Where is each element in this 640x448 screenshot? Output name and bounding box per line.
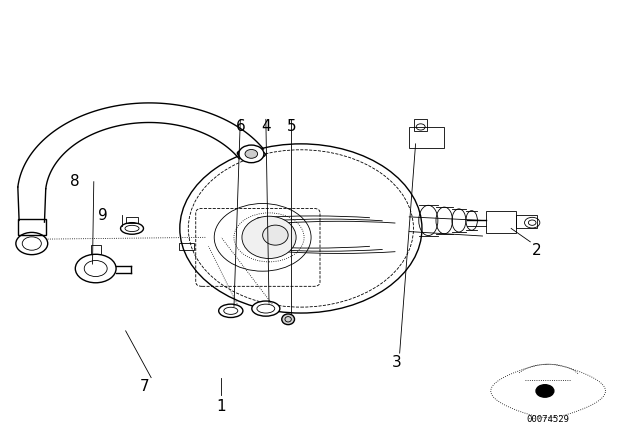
Bar [516,215,537,228]
Text: 00074529: 00074529 [527,415,570,424]
Ellipse shape [242,216,296,258]
Bar [125,217,138,223]
Text: 2: 2 [532,243,541,258]
Text: 8: 8 [70,174,79,189]
Bar [414,119,427,131]
Circle shape [239,145,264,163]
Bar [18,219,46,235]
Text: 7: 7 [140,379,150,394]
Bar [91,246,100,254]
Bar [486,211,516,233]
Text: 6: 6 [236,119,245,134]
Text: 5: 5 [287,119,296,134]
Ellipse shape [120,223,143,234]
Ellipse shape [262,225,288,245]
Ellipse shape [219,304,243,318]
Bar [179,243,194,250]
Bar [409,127,444,148]
Text: 4: 4 [261,119,271,134]
Ellipse shape [252,301,280,316]
Text: 9: 9 [99,207,108,223]
Circle shape [536,385,554,397]
Circle shape [245,150,258,158]
Text: 1: 1 [216,399,226,414]
Ellipse shape [282,314,294,325]
Text: 3: 3 [392,354,401,370]
